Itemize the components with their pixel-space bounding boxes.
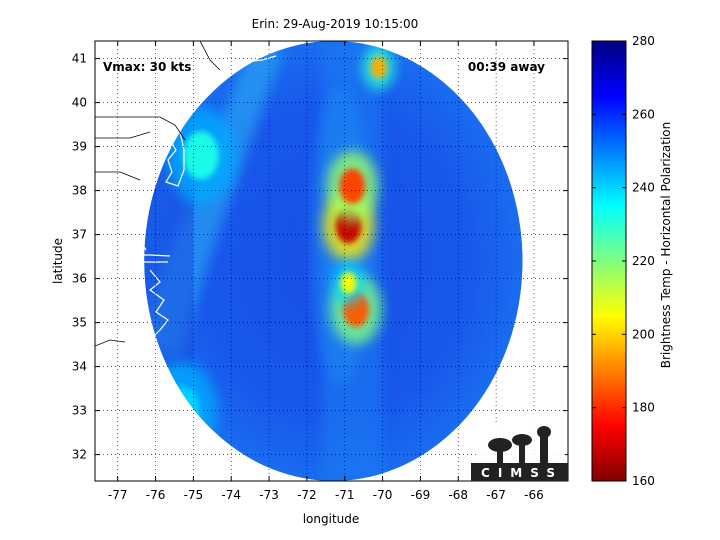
colorbar-tick-label: 280: [632, 34, 655, 48]
cimss-logo: CIMSS: [471, 410, 568, 481]
state-borders: [95, 41, 221, 347]
grid: [95, 41, 568, 481]
feature-core-4: [340, 272, 357, 294]
y-tick-label: 33: [72, 404, 87, 418]
x-tick-label: -74: [221, 488, 241, 502]
colorbar-tick-label: 240: [632, 181, 655, 195]
y-axis-label: latitude: [51, 238, 65, 284]
vmax-annotation: Vmax: 30 kts: [103, 60, 191, 74]
colorbar-tick-label: 180: [632, 401, 655, 415]
y-tick-label: 35: [72, 316, 87, 330]
x-tick-label: -75: [184, 488, 204, 502]
feature-core-1: [339, 168, 366, 204]
x-tick-label: -72: [297, 488, 317, 502]
y-tick-label: 40: [72, 96, 87, 110]
x-tick-label: -73: [259, 488, 279, 502]
x-tick-label: -69: [411, 488, 431, 502]
colorbar: [591, 40, 627, 482]
x-tick-label: -67: [486, 488, 506, 502]
colorbar-tick-label: 200: [632, 327, 655, 341]
x-axis-label: longitude: [303, 512, 360, 526]
logo-text: CIMSS: [481, 466, 563, 480]
x-tick-label: -77: [108, 488, 128, 502]
y-tick-label: 37: [72, 228, 87, 242]
chart-title: Erin: 29-Aug-2019 10:15:00: [252, 17, 419, 31]
x-tick-label: -68: [448, 488, 468, 502]
coastline: [95, 43, 286, 347]
colorbar-tick-label: 260: [632, 107, 655, 121]
x-tick-label: -66: [524, 488, 544, 502]
y-tick-label: 38: [72, 184, 87, 198]
y-tick-label: 34: [72, 360, 87, 374]
feature-core-5: [183, 131, 219, 180]
y-tick-label: 36: [72, 272, 87, 286]
x-tick-label: -70: [373, 488, 393, 502]
y-tick-label: 41: [72, 52, 87, 66]
colorbar-tick-label: 160: [632, 474, 655, 488]
colorbar-tick-label: 220: [632, 254, 655, 268]
axes-frame: [94, 40, 569, 482]
y-tick-label: 32: [72, 448, 87, 462]
colorbar-ticks: 160 180 200 220 240 260 280: [592, 34, 655, 488]
timing-annotation: 00:39 away: [468, 60, 545, 74]
axis-ticks: -77 -76 -75 -74 -73 -72 -71 -70 -69 -68 -67 -66 32 33…: [72, 41, 568, 502]
colorbar-label: Brightness Temp - Horizontal Polarizatio…: [659, 122, 673, 369]
x-tick-label: -76: [146, 488, 166, 502]
y-tick-label: 39: [72, 140, 87, 154]
feature-core-3: [370, 56, 387, 79]
x-tick-label: -71: [335, 488, 355, 502]
